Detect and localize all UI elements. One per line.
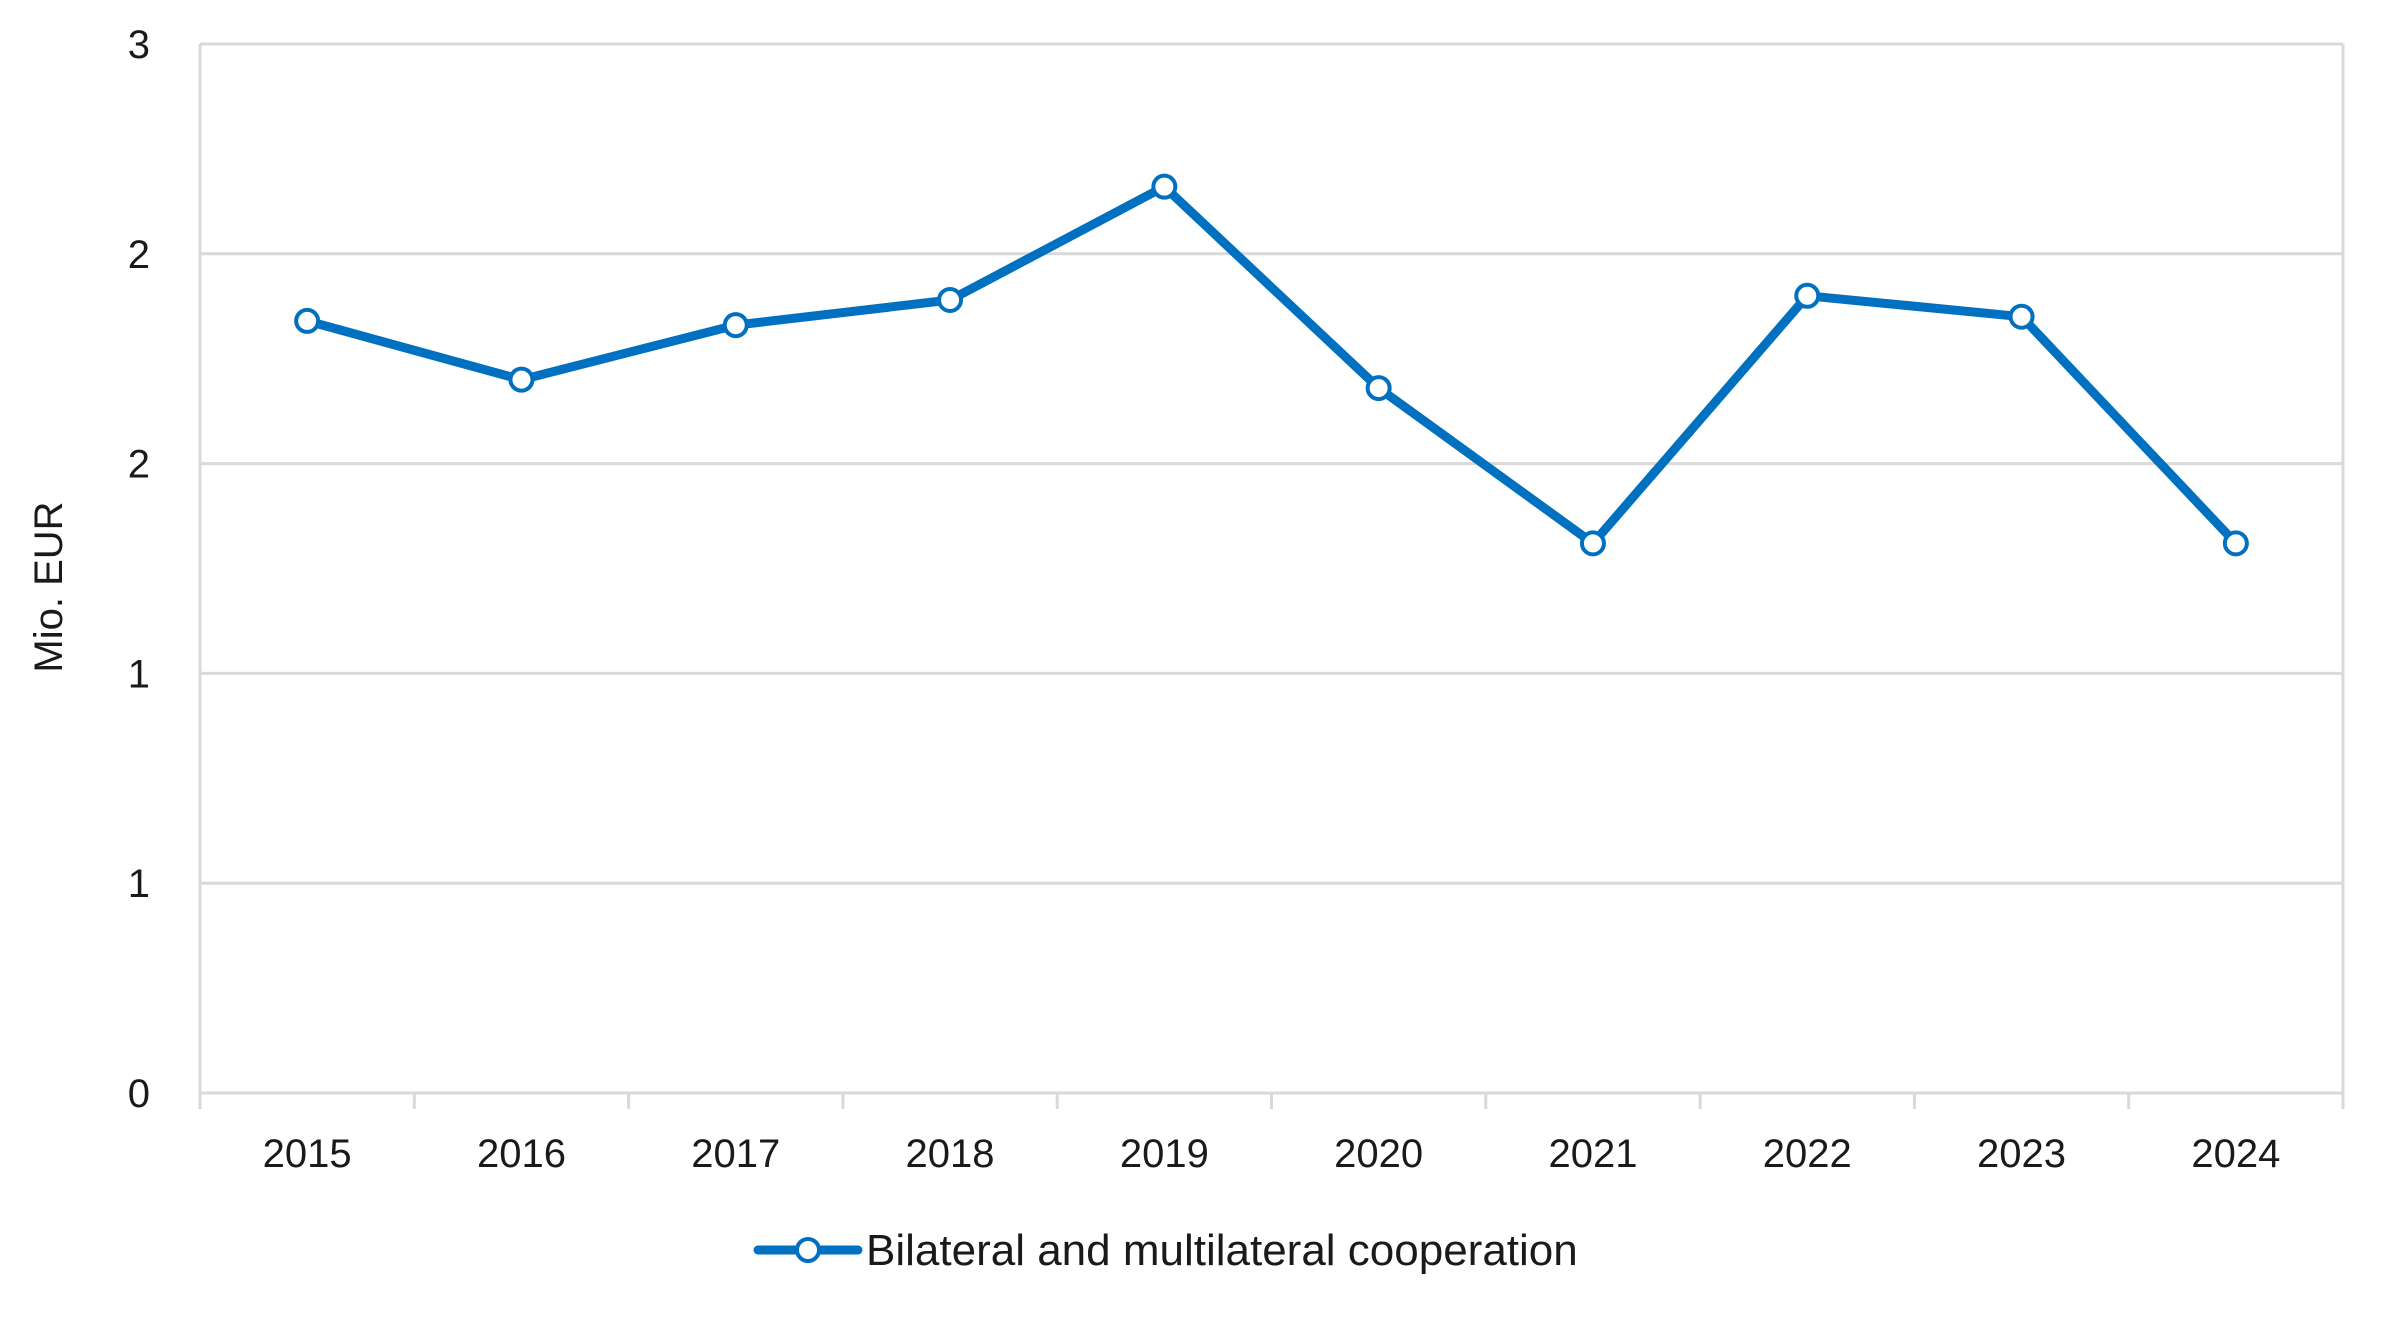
data-point-2022	[1794, 282, 1821, 309]
legend: Bilateral and multilateral cooperation	[753, 1226, 1578, 1275]
series-line	[302, 182, 2241, 548]
data-point-2021	[1579, 530, 1606, 557]
x-tick-label: 2021	[1548, 1132, 1637, 1176]
x-tick-labels: 2015 2016 2017 2018 2019 2020 2021 2022 2023 2024	[263, 1132, 2281, 1176]
y-tick-labels: 0 1 1 2 2 3	[128, 23, 150, 1116]
legend-marker-swatch	[795, 1237, 821, 1263]
x-tick-label: 2017	[691, 1132, 780, 1176]
legend-label: Bilateral and multilateral cooperation	[866, 1226, 1578, 1275]
y-axis-title: Mio. EUR	[27, 501, 71, 672]
x-tick-label: 2019	[1120, 1132, 1209, 1176]
series-layer	[294, 173, 2249, 557]
x-tick-label: 2024	[2191, 1132, 2280, 1176]
data-point-2024	[2222, 530, 2249, 557]
gridlines	[200, 42, 2343, 885]
data-point-2020	[1365, 375, 1392, 402]
x-tick-label: 2023	[1977, 1132, 2066, 1176]
x-tick-label: 2015	[263, 1132, 352, 1176]
y-tick-label: 2	[128, 233, 150, 277]
y-tick-label: 3	[128, 23, 150, 67]
data-point-2018	[937, 286, 964, 313]
data-point-2016	[508, 366, 535, 393]
y-tick-label: 1	[128, 862, 150, 906]
y-tick-label: 1	[128, 652, 150, 696]
x-tick-label: 2016	[477, 1132, 566, 1176]
y-tick-label: 2	[128, 443, 150, 487]
data-point-2017	[722, 312, 749, 339]
x-tick-label: 2022	[1763, 1132, 1852, 1176]
x-tick-label: 2018	[906, 1132, 995, 1176]
data-point-2019	[1151, 173, 1178, 200]
axes	[198, 44, 2345, 1109]
data-point-2015	[294, 307, 321, 334]
data-point-2023	[2008, 303, 2035, 330]
x-tick-label: 2020	[1334, 1132, 1423, 1176]
y-tick-label: 0	[128, 1072, 150, 1116]
